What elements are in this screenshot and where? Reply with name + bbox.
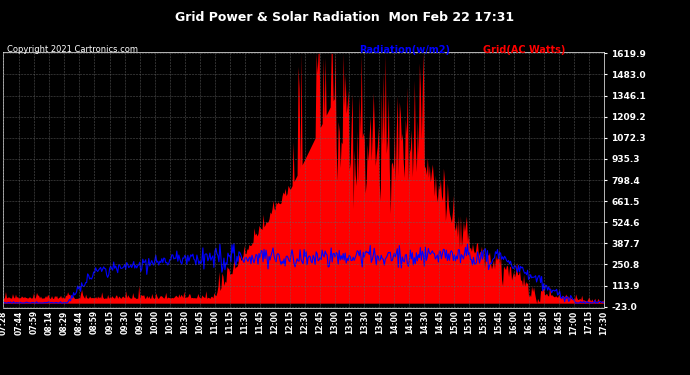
Text: Grid(AC Watts): Grid(AC Watts) bbox=[483, 45, 565, 55]
Text: Radiation(w/m2): Radiation(w/m2) bbox=[359, 45, 450, 55]
Text: Copyright 2021 Cartronics.com: Copyright 2021 Cartronics.com bbox=[7, 45, 138, 54]
Text: Grid Power & Solar Radiation  Mon Feb 22 17:31: Grid Power & Solar Radiation Mon Feb 22 … bbox=[175, 11, 515, 24]
